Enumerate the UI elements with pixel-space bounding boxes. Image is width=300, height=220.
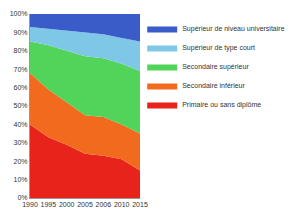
svg-text:30%: 30% [14, 139, 28, 146]
svg-text:10%: 10% [14, 176, 28, 183]
svg-text:Secondaire inférieur: Secondaire inférieur [182, 82, 245, 89]
svg-text:1990: 1990 [22, 201, 38, 208]
svg-text:100%: 100% [10, 10, 28, 17]
svg-text:2005: 2005 [77, 201, 93, 208]
svg-text:Primaire ou sans diplôme: Primaire ou sans diplôme [182, 101, 261, 109]
svg-text:Supérieur de type court: Supérieur de type court [182, 44, 255, 52]
svg-text:Supérieur de niveau universita: Supérieur de niveau universitaire [182, 25, 284, 33]
svg-text:2006: 2006 [96, 201, 112, 208]
svg-text:1995: 1995 [41, 201, 57, 208]
svg-text:50%: 50% [14, 102, 28, 109]
svg-text:80%: 80% [14, 47, 28, 54]
svg-text:90%: 90% [14, 29, 28, 36]
svg-text:2000: 2000 [59, 201, 75, 208]
svg-text:40%: 40% [14, 121, 28, 128]
svg-text:2010: 2010 [114, 201, 130, 208]
svg-text:70%: 70% [14, 66, 28, 73]
svg-text:20%: 20% [14, 158, 28, 165]
svg-text:Secondaire supérieur: Secondaire supérieur [182, 63, 249, 71]
svg-text:2015: 2015 [132, 201, 148, 208]
svg-text:0%: 0% [17, 194, 27, 201]
svg-text:60%: 60% [14, 84, 28, 91]
